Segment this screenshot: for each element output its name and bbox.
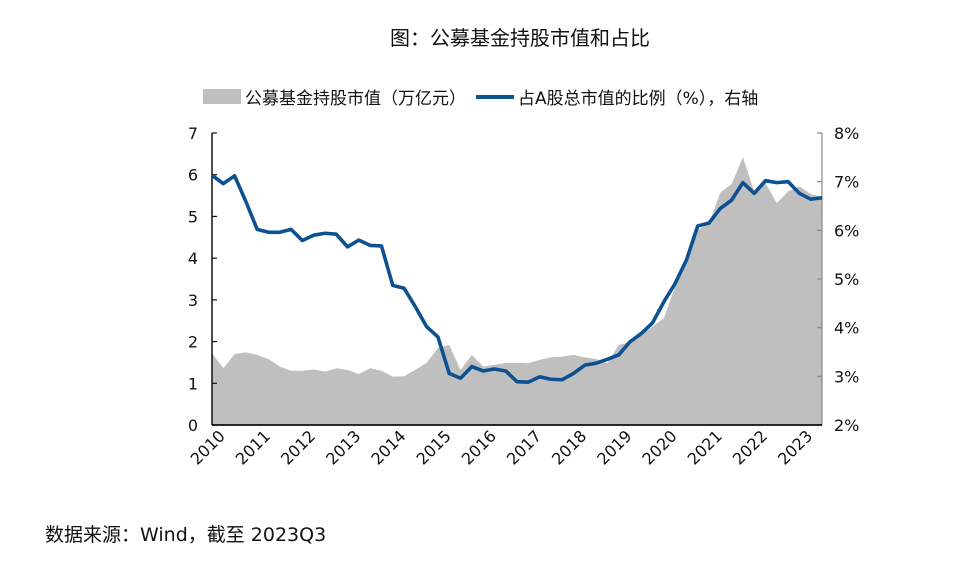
x-tick-label: 2014 [367, 426, 409, 468]
legend-line-swatch [476, 94, 514, 99]
legend-area-swatch [203, 89, 241, 104]
left-tick-label: 5 [188, 207, 198, 226]
x-tick-label: 2016 [458, 426, 500, 468]
x-tick-label: 2015 [413, 426, 455, 468]
x-tick-label: 2017 [503, 426, 545, 468]
x-tick-label: 2011 [232, 426, 274, 468]
left-tick-label: 0 [188, 416, 198, 435]
left-tick-label: 2 [188, 333, 198, 352]
right-tick-label: 4% [834, 319, 859, 338]
right-tick-label: 3% [834, 367, 859, 386]
x-tick-label: 2013 [322, 426, 364, 468]
legend-label-line: 占A股总市值的比例（%），右轴 [518, 89, 759, 109]
left-tick-label: 3 [188, 291, 198, 310]
x-tick-label: 2023 [774, 426, 816, 468]
x-tick-label: 2018 [548, 426, 590, 468]
right-tick-label: 6% [834, 221, 859, 240]
right-tick-label: 7% [834, 173, 859, 192]
x-tick-label: 2022 [729, 426, 771, 468]
right-tick-label: 8% [834, 124, 859, 143]
left-tick-label: 1 [188, 374, 198, 393]
x-tick-label: 2019 [593, 426, 635, 468]
chart-title: 图：公募基金持股市值和占比 [390, 26, 650, 50]
left-tick-label: 4 [188, 249, 198, 268]
left-tick-label: 7 [188, 124, 198, 143]
x-tick-label: 2012 [277, 426, 319, 468]
x-tick-label: 2021 [684, 426, 726, 468]
source-note: 数据来源：Wind，截至 2023Q3 [45, 524, 327, 546]
legend: 公募基金持股市值（万亿元） 占A股总市值的比例（%），右轴 [203, 84, 758, 109]
left-tick-label: 6 [188, 166, 198, 185]
x-tick-label: 2020 [638, 426, 680, 468]
right-tick-label: 5% [834, 270, 859, 289]
right-tick-label: 2% [834, 416, 859, 435]
legend-label-area: 公募基金持股市值（万亿元） [245, 89, 466, 109]
area-series-fund-holdings [212, 157, 822, 426]
